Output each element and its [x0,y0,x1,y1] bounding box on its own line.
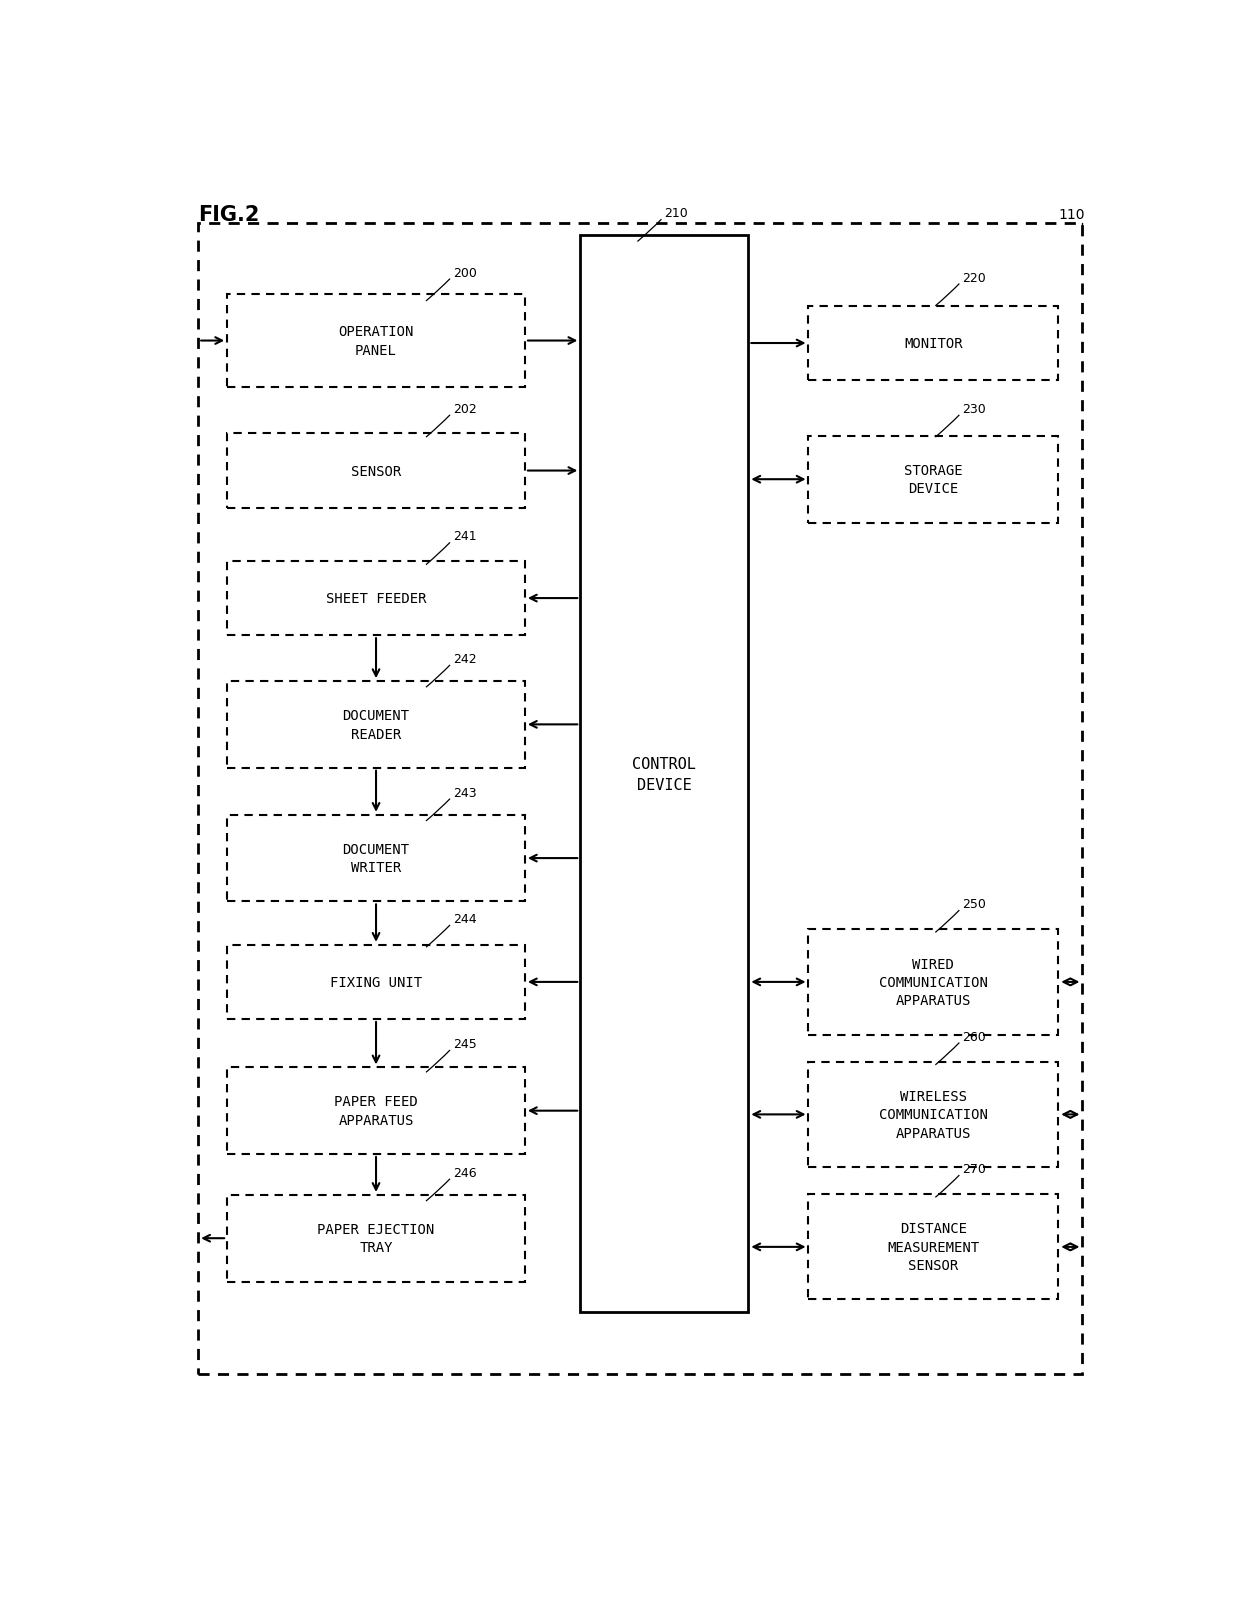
Text: MONITOR: MONITOR [904,337,962,350]
Text: 244: 244 [453,913,476,926]
Text: SENSOR: SENSOR [351,464,402,479]
Text: PAPER EJECTION
TRAY: PAPER EJECTION TRAY [317,1223,435,1255]
Bar [808,1062,1059,1167]
Text: DOCUMENT
WRITER: DOCUMENT WRITER [342,842,409,874]
Text: CONTROL
DEVICE: CONTROL DEVICE [632,757,697,792]
Bar [227,945,525,1019]
Text: PAPER FEED
APPARATUS: PAPER FEED APPARATUS [334,1094,418,1127]
Text: SHEET FEEDER: SHEET FEEDER [326,591,427,606]
Bar [580,236,749,1313]
Bar [227,561,525,636]
Bar [808,1194,1059,1300]
Text: 110: 110 [1059,207,1085,222]
Text: 246: 246 [453,1167,476,1180]
Text: DOCUMENT
READER: DOCUMENT READER [342,709,409,741]
Text: FIG.2: FIG.2 [198,206,259,225]
Bar [227,296,525,387]
Text: WIRED
COMMUNICATION
APPARATUS: WIRED COMMUNICATION APPARATUS [879,956,988,1008]
Bar [227,434,525,508]
Bar [227,815,525,902]
Text: 260: 260 [962,1030,986,1043]
Bar [808,437,1059,524]
Bar [227,1067,525,1154]
Text: 270: 270 [962,1162,986,1175]
Text: DISTANCE
MEASUREMENT
SENSOR: DISTANCE MEASUREMENT SENSOR [888,1221,980,1273]
Bar [808,307,1059,381]
Text: 210: 210 [665,207,688,220]
Text: STORAGE
DEVICE: STORAGE DEVICE [904,464,962,497]
Text: FIXING UNIT: FIXING UNIT [330,975,422,990]
Text: OPERATION
PANEL: OPERATION PANEL [339,325,414,357]
Text: 202: 202 [453,403,476,416]
Text: 230: 230 [962,403,986,416]
Text: 243: 243 [453,786,476,799]
Text: 200: 200 [453,267,477,280]
Text: WIRELESS
COMMUNICATION
APPARATUS: WIRELESS COMMUNICATION APPARATUS [879,1090,988,1139]
Text: 220: 220 [962,272,986,284]
Bar [227,1196,525,1282]
Text: 241: 241 [453,530,476,543]
Text: 250: 250 [962,898,986,911]
Text: 245: 245 [453,1038,476,1051]
Bar [808,930,1059,1035]
Text: 242: 242 [453,652,476,665]
Bar [227,681,525,768]
